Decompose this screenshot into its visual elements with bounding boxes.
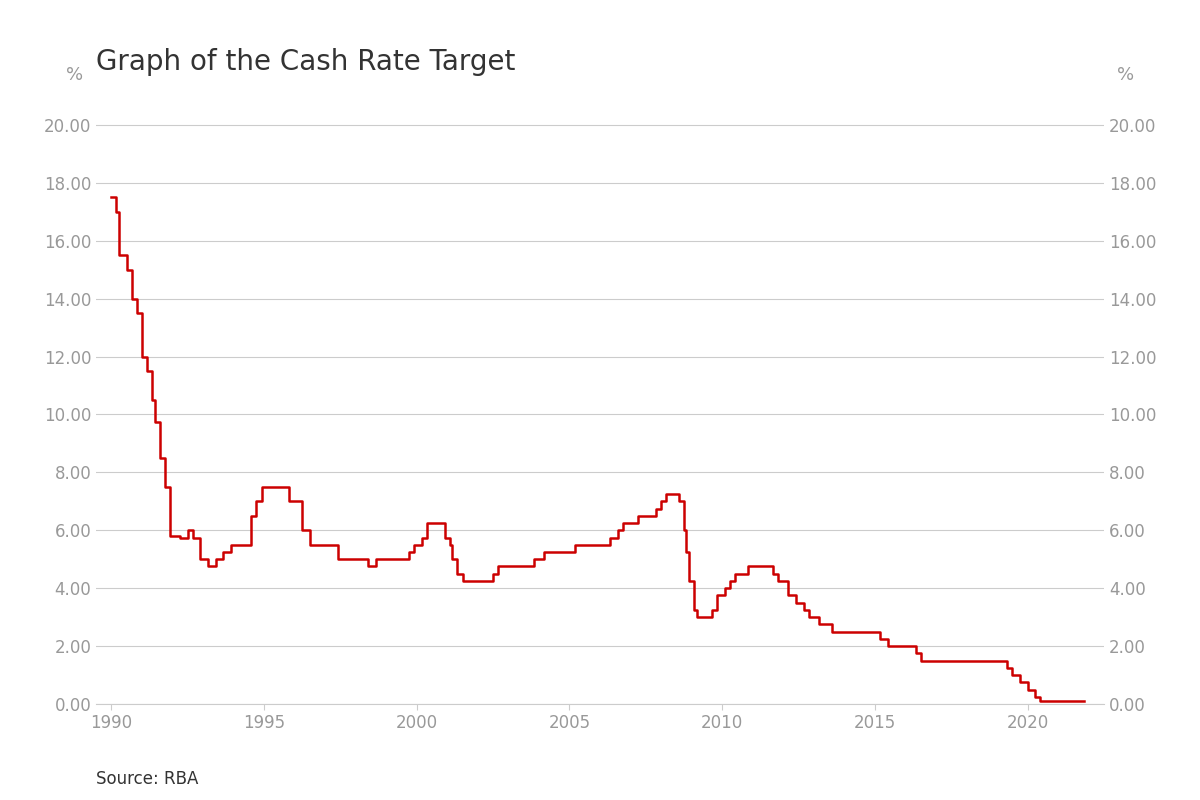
- Text: Graph of the Cash Rate Target: Graph of the Cash Rate Target: [96, 48, 515, 76]
- Text: %: %: [1117, 66, 1134, 84]
- Text: Source: RBA: Source: RBA: [96, 770, 198, 788]
- Text: %: %: [66, 66, 83, 84]
